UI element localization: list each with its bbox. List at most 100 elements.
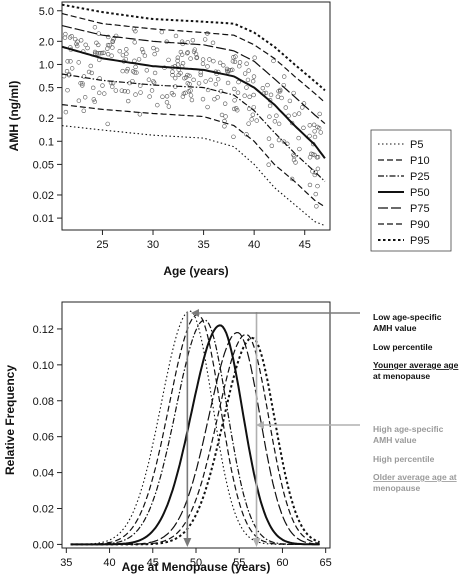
high-annotation-line-4: Older average age at	[373, 472, 457, 482]
top-x-tick-label: 40	[248, 239, 260, 251]
data-point	[266, 136, 272, 141]
data-point	[289, 176, 295, 182]
data-point	[291, 90, 296, 96]
data-point	[166, 104, 172, 109]
legend-box	[370, 129, 452, 252]
data-point	[136, 57, 142, 62]
data-point	[63, 31, 68, 37]
data-point	[234, 106, 239, 111]
data-point	[198, 72, 203, 78]
percentile-curve-p75	[61, 25, 326, 125]
data-point	[154, 47, 160, 53]
data-point	[105, 46, 110, 51]
data-point	[81, 108, 86, 113]
data-point	[281, 74, 287, 79]
data-point	[233, 54, 238, 59]
data-point	[251, 105, 256, 110]
top-y-tick-label: 2.0	[39, 36, 54, 48]
top-y-tick-label: 0.01	[33, 213, 54, 225]
legend-label: P50	[410, 187, 430, 199]
data-point	[277, 89, 283, 94]
data-point	[202, 37, 208, 42]
data-point	[74, 41, 79, 47]
data-point	[230, 67, 235, 73]
percentile-curve-p10	[61, 104, 326, 208]
data-point	[164, 100, 170, 105]
data-point	[292, 153, 297, 159]
data-point	[300, 105, 305, 110]
data-point	[312, 129, 317, 134]
data-point	[92, 25, 98, 30]
bottom-x-tick-label: 55	[233, 557, 245, 569]
data-point	[151, 80, 157, 85]
data-point	[268, 92, 274, 98]
high-annotation: High age-specific AMH value High percent…	[373, 424, 457, 493]
data-point	[63, 109, 69, 115]
data-point	[187, 73, 192, 79]
data-point	[312, 134, 318, 140]
data-point	[200, 57, 206, 62]
data-point	[207, 57, 212, 62]
top-y-tick-label: 5.0	[39, 6, 54, 18]
data-point	[296, 111, 302, 116]
data-point	[289, 120, 295, 126]
data-point	[205, 104, 210, 110]
data-point	[166, 57, 171, 63]
data-point	[316, 125, 322, 131]
top-x-tick-label: 30	[147, 239, 159, 251]
data-point	[291, 152, 296, 158]
data-point	[281, 139, 287, 144]
bottom-y-tick-label: 0.00	[33, 539, 54, 551]
bottom-y-tick-label: 0.04	[33, 468, 54, 480]
data-point	[232, 98, 237, 103]
bottom-y-tick-label: 0.02	[33, 503, 54, 515]
data-point	[232, 86, 237, 92]
bottom-x-axis-label: Age at Menopause (years)	[122, 560, 271, 574]
data-point	[133, 28, 138, 34]
low-annotation-line-1: Low age-specific	[373, 312, 442, 322]
data-point	[271, 58, 276, 64]
data-point	[205, 64, 210, 69]
bottom-y-ticks: 0.00 0.02 0.04 0.06 0.08 0.10 0.12	[33, 324, 62, 551]
data-point	[175, 55, 181, 60]
low-annotation-line-2: AMH value	[373, 323, 417, 333]
data-point	[90, 85, 96, 91]
data-point	[110, 84, 115, 89]
data-point	[110, 45, 115, 50]
data-point	[224, 66, 230, 72]
annotation-arrows	[191, 309, 360, 429]
data-point	[137, 112, 143, 117]
data-point	[315, 154, 321, 160]
data-point	[213, 82, 219, 87]
data-point	[107, 43, 112, 48]
top-y-tick-label: 1.0	[39, 59, 54, 71]
data-point	[109, 53, 114, 58]
data-point	[188, 56, 193, 61]
data-point	[164, 94, 170, 99]
high-annotation-line-3: High percentile	[373, 454, 435, 464]
data-point	[92, 49, 98, 55]
data-point	[124, 47, 129, 52]
data-point	[138, 83, 143, 88]
data-point	[132, 70, 137, 75]
bottom-x-tick-label: 65	[320, 557, 332, 569]
data-point	[122, 88, 127, 94]
distribution-curve	[70, 314, 320, 545]
legend-label: P95	[410, 235, 430, 247]
data-point	[81, 74, 87, 79]
data-point	[67, 35, 73, 40]
top-plot-frame	[61, 1, 331, 231]
top-x-tick-label: 45	[299, 239, 311, 251]
data-point	[192, 47, 197, 52]
legend-label: P10	[410, 155, 430, 167]
data-point	[142, 53, 148, 58]
distribution-curve	[70, 336, 320, 546]
data-point	[132, 40, 137, 45]
top-y-tick-label: 0.1	[39, 136, 54, 148]
data-point	[191, 77, 196, 83]
data-point	[247, 94, 252, 100]
data-point	[180, 94, 186, 99]
data-point	[65, 59, 70, 64]
data-point	[117, 49, 122, 54]
data-point	[160, 94, 165, 99]
